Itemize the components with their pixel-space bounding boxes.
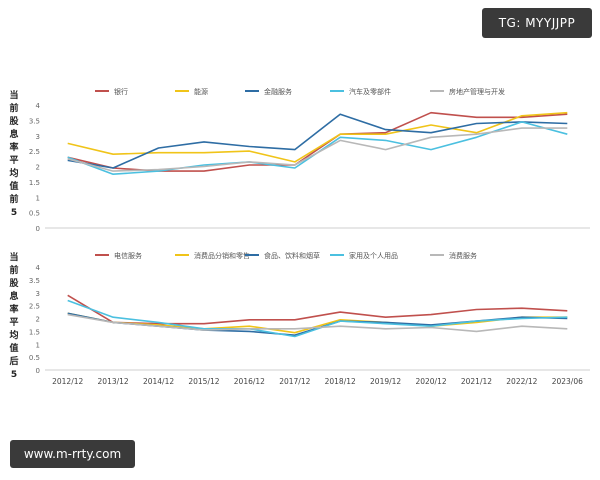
y-tick-label: 2.5 bbox=[29, 303, 40, 311]
legend-label: 金融服务 bbox=[264, 87, 292, 96]
legend-label: 食品、饮料和烟草 bbox=[264, 251, 320, 260]
y-axis-label-char: 值 bbox=[9, 180, 18, 192]
legend-label: 银行 bbox=[114, 87, 128, 96]
x-tick-label: 2023/06 bbox=[552, 377, 583, 386]
legend-label: 汽车及零部件 bbox=[349, 87, 391, 96]
legend-label: 能源 bbox=[194, 87, 208, 96]
series-line bbox=[67, 294, 568, 325]
y-axis-label-char: 前 bbox=[9, 193, 18, 205]
y-axis-label-char: 后 bbox=[9, 355, 18, 367]
y-axis-label-char: 5 bbox=[11, 208, 17, 218]
y-tick-label: 2.5 bbox=[29, 148, 40, 156]
chart-1: 银行 能源 金融服务 汽车及零部件 房地产管理与开发当前股息率平均值前500.511.5… bbox=[9, 87, 590, 233]
x-tick-label: 2018/12 bbox=[325, 377, 356, 386]
x-tick-label: 2020/12 bbox=[415, 377, 446, 386]
y-tick-label: 2 bbox=[36, 316, 40, 324]
y-axis-label-char: 值 bbox=[9, 342, 18, 354]
y-tick-label: 0 bbox=[36, 367, 40, 375]
y-tick-label: 4 bbox=[36, 102, 41, 110]
legend-label: 电信服务 bbox=[114, 251, 142, 260]
y-axis-label-char: 股 bbox=[9, 116, 19, 127]
x-tick-label: 2013/12 bbox=[98, 377, 129, 386]
watermark-bottom-left: www.m-rrty.com bbox=[10, 440, 135, 468]
chart-svg: 银行 能源 金融服务 汽车及零部件 房地产管理与开发当前股息率平均值前500.511.5… bbox=[9, 87, 590, 386]
y-axis-label-char: 当 bbox=[9, 251, 18, 263]
legend-label: 家用及个人用品 bbox=[349, 251, 398, 260]
y-axis-label-char: 平 bbox=[9, 317, 18, 328]
x-tick-label: 2015/12 bbox=[188, 377, 219, 386]
x-tick-label: 2017/12 bbox=[279, 377, 310, 386]
series-line bbox=[67, 113, 568, 169]
x-tick-label: 2019/12 bbox=[370, 377, 401, 386]
y-tick-label: 2 bbox=[36, 164, 40, 172]
x-tick-label: 2022/12 bbox=[506, 377, 537, 386]
y-tick-label: 1 bbox=[36, 341, 40, 349]
y-axis-label-char: 息 bbox=[9, 128, 18, 140]
watermark-top-right: TG: MYYJJPP bbox=[482, 8, 592, 38]
y-tick-label: 1.5 bbox=[29, 328, 40, 336]
x-tick-label: 2021/12 bbox=[461, 377, 492, 386]
x-tick-label: 2016/12 bbox=[234, 377, 265, 386]
legend-label: 消费品分销和零售 bbox=[194, 251, 250, 260]
x-tick-label: 2012/12 bbox=[52, 377, 83, 386]
legend-label: 房地产管理与开发 bbox=[449, 87, 505, 96]
series-line bbox=[67, 111, 568, 163]
series-line bbox=[67, 127, 568, 172]
legend-label: 消费服务 bbox=[449, 251, 477, 260]
x-tick-label: 2014/12 bbox=[143, 377, 174, 386]
y-axis-label-char: 前 bbox=[9, 102, 18, 114]
y-tick-label: 4 bbox=[36, 264, 41, 272]
y-axis-label-char: 率 bbox=[9, 141, 18, 153]
y-tick-label: 0 bbox=[36, 225, 40, 233]
chart-panel: 银行 能源 金融服务 汽车及零部件 房地产管理与开发当前股息率平均值前 5 0 0.5 1 1.5… bbox=[0, 70, 600, 400]
y-axis-label-char: 5 bbox=[11, 370, 17, 380]
series-line bbox=[67, 312, 568, 334]
series-line bbox=[67, 299, 568, 338]
y-tick-label: 3.5 bbox=[29, 117, 40, 125]
y-tick-label: 1 bbox=[36, 194, 40, 202]
y-axis-label-char: 平 bbox=[9, 155, 18, 166]
y-axis-label-char: 率 bbox=[9, 303, 18, 315]
y-axis-label-char: 当 bbox=[9, 89, 18, 101]
y-tick-label: 0.5 bbox=[29, 354, 40, 362]
series-line bbox=[67, 313, 568, 333]
chart-2: 电信服务 消费品分销和零售 食品、饮料和烟草 家用及个人用品 消费服务 当前股息率平均值后… bbox=[9, 251, 590, 386]
y-tick-label: 1.5 bbox=[29, 179, 40, 187]
y-axis-label-char: 均 bbox=[9, 167, 18, 179]
y-tick-label: 0.5 bbox=[29, 210, 40, 218]
y-tick-label: 3.5 bbox=[29, 277, 40, 285]
y-axis-label-char: 前 bbox=[9, 264, 18, 276]
y-tick-label: 3 bbox=[36, 133, 40, 141]
series-line bbox=[67, 111, 568, 172]
y-axis-label-char: 均 bbox=[9, 329, 18, 341]
y-tick-label: 3 bbox=[36, 290, 40, 298]
y-axis-label-char: 息 bbox=[9, 290, 18, 302]
y-axis-label-char: 股 bbox=[9, 278, 19, 289]
